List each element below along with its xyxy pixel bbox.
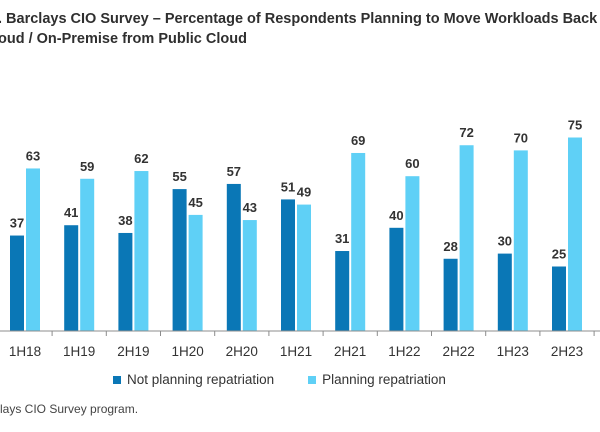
chart-title-line-1: . Barclays CIO Survey – Percentage of Re… <box>0 11 598 27</box>
data-label-planning-2h20: 43 <box>243 200 257 215</box>
legend-swatch-planning <box>308 375 317 384</box>
chart-legend: Not planning repatriation Planning repat… <box>113 372 446 387</box>
data-label-planning-2h23: 75 <box>568 118 582 133</box>
data-label-not-planning-1h18: 37 <box>10 216 24 231</box>
bar-planning-1h20 <box>188 214 203 331</box>
chart-title: . Barclays CIO Survey – Percentage of Re… <box>0 9 600 49</box>
data-label-not-planning-2h20: 57 <box>227 164 241 179</box>
x-tick-label-1h21: 1H21 <box>280 344 312 359</box>
data-label-planning-1h18: 63 <box>26 148 40 163</box>
bar-not-planning-1h23 <box>497 253 512 331</box>
bar-not-planning-2h20 <box>226 183 241 331</box>
data-label-not-planning-2h19: 38 <box>118 213 132 228</box>
bar-planning-1h18 <box>26 168 40 331</box>
data-label-planning-2h21: 69 <box>351 133 365 148</box>
bar-not-planning-1h21 <box>281 199 295 331</box>
data-label-not-planning-1h22: 40 <box>389 208 403 223</box>
bar-not-planning-2h19 <box>118 232 133 331</box>
legend-label-not-planning: Not planning repatriation <box>127 372 275 387</box>
x-tick-label-2h23: 2H23 <box>551 344 583 359</box>
x-tick-label-2h22: 2H22 <box>442 344 474 359</box>
bar-planning-1h21 <box>297 204 311 331</box>
data-label-planning-1h21: 49 <box>297 185 311 200</box>
data-label-not-planning-2h21: 31 <box>335 231 349 246</box>
bar-planning-1h23 <box>513 150 528 331</box>
bar-planning-2h21 <box>351 152 366 331</box>
data-label-planning-1h22: 60 <box>405 156 419 171</box>
bar-not-planning-2h23 <box>552 266 566 331</box>
bar-not-planning-1h18 <box>10 235 24 331</box>
x-tick-label-2h20: 2H20 <box>226 344 258 359</box>
bar-not-planning-2h22 <box>443 258 458 331</box>
bar-planning-1h19 <box>80 178 95 331</box>
bar-not-planning-2h21 <box>335 251 350 331</box>
bar-not-planning-1h19 <box>64 225 79 331</box>
x-tick-label-1h20: 1H20 <box>171 344 203 359</box>
data-label-not-planning-1h23: 30 <box>498 234 512 249</box>
bar-not-planning-1h20 <box>172 189 187 331</box>
x-tick-label-1h22: 1H22 <box>388 344 420 359</box>
x-tick-label-1h19: 1H19 <box>63 344 95 359</box>
data-label-not-planning-1h19: 41 <box>64 205 78 220</box>
x-tick-label-2h19: 2H19 <box>117 344 149 359</box>
legend-label-planning: Planning repatriation <box>322 372 446 387</box>
legend-swatch-not-planning <box>113 375 121 384</box>
data-label-planning-2h19: 62 <box>134 151 148 166</box>
data-label-not-planning-1h21: 51 <box>281 179 295 194</box>
data-label-not-planning-2h22: 28 <box>443 239 457 254</box>
x-tick-label-1h18: 1H18 <box>9 344 41 359</box>
data-label-planning-1h23: 70 <box>514 130 528 145</box>
legend-item-not-planning: Not planning repatriation <box>113 372 274 387</box>
bar-planning-2h23 <box>568 137 582 331</box>
x-tick-label-2h21: 2H21 <box>334 344 366 359</box>
data-label-planning-2h22: 72 <box>459 125 473 140</box>
source-note: lays CIO Survey program. <box>0 402 139 416</box>
bar-planning-2h19 <box>134 171 149 331</box>
bar-not-planning-1h22 <box>389 227 404 331</box>
legend-item-planning: Planning repatriation <box>308 372 446 387</box>
chart-title-line-2: oud / On-Premise from Public Cloud <box>0 31 247 47</box>
data-label-planning-1h19: 59 <box>80 159 94 174</box>
bar-planning-2h20 <box>242 220 257 331</box>
x-tick-label-1h23: 1H23 <box>497 344 529 359</box>
data-label-planning-1h20: 45 <box>188 195 202 210</box>
bar-planning-2h22 <box>459 145 474 331</box>
data-label-not-planning-1h20: 55 <box>172 169 186 184</box>
data-label-not-planning-2h23: 25 <box>552 247 566 262</box>
bar-planning-1h22 <box>405 176 420 331</box>
